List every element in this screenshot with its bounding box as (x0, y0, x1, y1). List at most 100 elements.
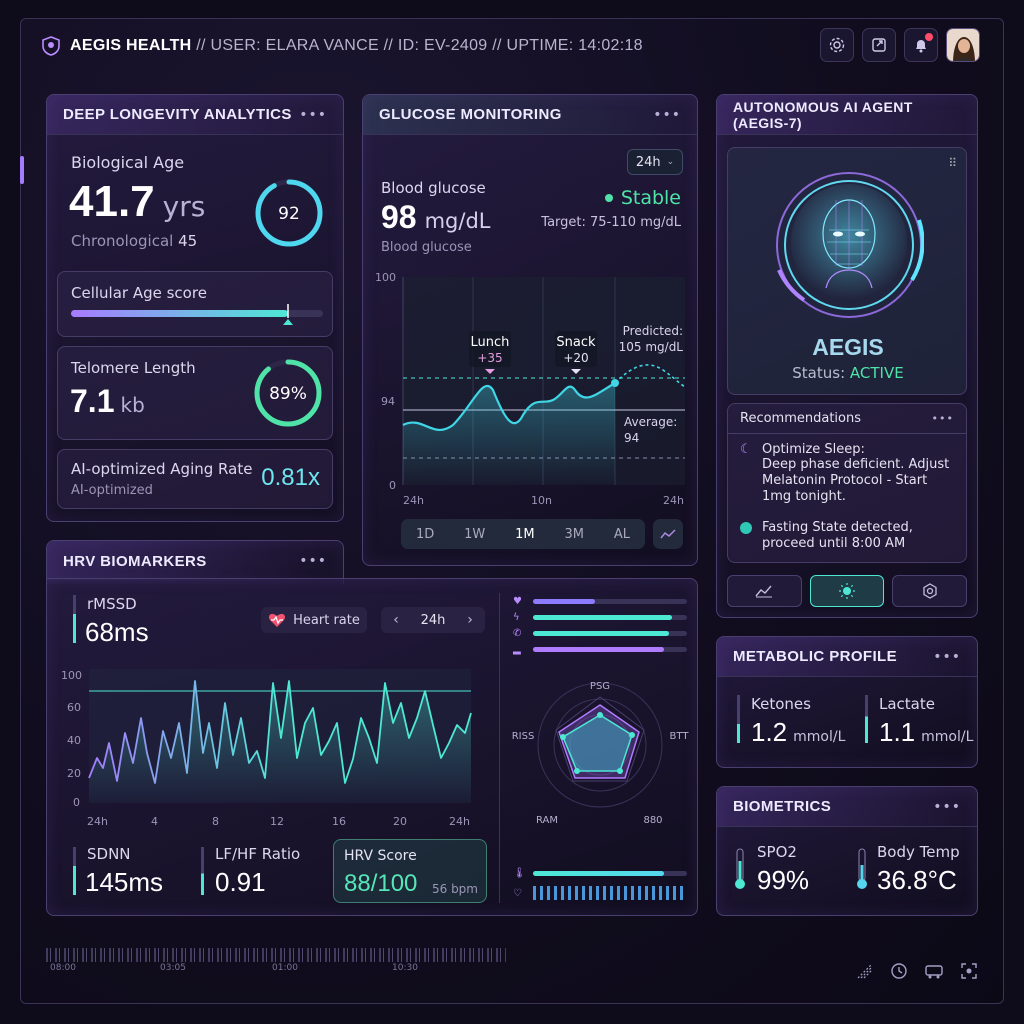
export-icon (872, 38, 886, 52)
spo2-value: 99% (757, 865, 810, 895)
clock-icon[interactable] (890, 962, 908, 980)
hrv-divider (499, 593, 500, 903)
recommendation-item[interactable]: ☾ Optimize Sleep: Deep phase deficient. … (740, 442, 960, 505)
glucose-range-select[interactable]: 24h ⌄ (627, 149, 683, 175)
metric-bar-row: ▂ (513, 641, 687, 657)
agent-settings-button[interactable] (892, 575, 968, 607)
settings-button[interactable] (820, 28, 854, 62)
glucose-y-tick: 100 (375, 271, 396, 284)
brand-name: AEGIS HEALTH (70, 37, 192, 54)
notification-dot (925, 33, 933, 41)
glucose-y-tick: 0 (389, 479, 396, 492)
agent-title: AUTONOMOUS AI AGENT (AEGIS-7) (733, 98, 913, 131)
telomere-card: Telomere Length 7.1 kb 89% (57, 346, 333, 440)
lfhf-value: 0.91 (215, 867, 266, 897)
trend-icon (755, 585, 773, 598)
heart-icon: ♥ (513, 595, 522, 607)
radar-point (629, 732, 635, 738)
recommendation-body: Deep phase deficient. Adjust Melatonin P… (762, 457, 950, 504)
tab-1d[interactable]: 1D (415, 526, 435, 542)
prev-range-button[interactable]: ‹ (393, 612, 399, 628)
device-icon[interactable] (924, 962, 944, 980)
telomere-label: Telomere Length (71, 359, 196, 377)
rmssd-accent (73, 595, 76, 643)
predicted-value: 105 mg/dL (619, 340, 684, 354)
bio-age-value-row: 41.7 yrs (69, 177, 205, 227)
hrv-header: HRV BIOMARKERS ••• (47, 541, 343, 581)
radar-point (617, 768, 623, 774)
notifications-button[interactable] (904, 28, 938, 62)
tab-1w[interactable]: 1W (464, 526, 486, 542)
hrv-panel: rMSSD 68ms Heart rate ‹ 24h › 100 60 40 … (46, 578, 698, 916)
focus-icon[interactable] (960, 962, 978, 980)
glucose-x-tick: 10n (531, 494, 552, 507)
chart-view-button[interactable] (653, 519, 683, 549)
ketones-value-row: 1.2 mmol/L (751, 717, 845, 748)
recommendations-more-button[interactable]: ••• (931, 412, 954, 425)
bell-icon (916, 40, 926, 53)
agent-trends-button[interactable] (727, 575, 802, 607)
aging-rate-sub: AI-optimized (71, 483, 153, 498)
moon-icon: ☾ (740, 442, 752, 457)
ketones-label: Ketones (751, 695, 811, 713)
hrv-x-tick: 8 (212, 815, 219, 828)
aging-rate-card: AI-optimized Aging Rate AI-optimized 0.8… (57, 449, 333, 509)
tab-3m[interactable]: 3M (564, 526, 585, 542)
metric-bar-track (533, 598, 687, 604)
hrv-title: HRV BIOMARKERS (63, 552, 207, 570)
metric-bar-fill (533, 598, 595, 604)
export-button[interactable] (862, 28, 896, 62)
phone-icon: ✆ (513, 627, 522, 639)
agent-insights-button[interactable] (809, 575, 885, 607)
recommendations-title: Recommendations (740, 411, 862, 426)
biometrics-header: BIOMETRICS ••• (717, 787, 977, 827)
metabolic-panel: METABOLIC PROFILE ••• Ketones 1.2 mmol/L… (716, 636, 978, 768)
metric-bar-row: ✆ (513, 625, 687, 641)
metabolic-more-button[interactable]: ••• (933, 648, 961, 665)
lactate-unit: mmol/L (921, 729, 974, 745)
glucose-more-button[interactable]: ••• (653, 106, 681, 123)
recommendation-head: Optimize Sleep: (762, 442, 865, 457)
timeline-scrubber[interactable] (46, 948, 506, 962)
glucose-chart: 100 94 0 24h 10n 24h Lunch +35 Snack +20… (375, 271, 686, 507)
aging-rate-value: 0.81x (261, 464, 320, 491)
telomere-unit: kb (120, 393, 145, 417)
radar-series-purple (558, 704, 640, 779)
recommendation-item[interactable]: Fasting State detected, proceed until 8:… (740, 520, 960, 552)
longevity-more-button[interactable]: ••• (299, 106, 327, 123)
snack-delta: +20 (563, 351, 588, 365)
metric-bar-row: ϟ (513, 609, 687, 625)
telomere-pct: 89% (269, 384, 307, 404)
hrv-score-sub: 56 bpm (431, 882, 478, 896)
meter-row: ♡ (513, 883, 687, 903)
metric-bar-row: ♥ (513, 593, 687, 609)
agent-drag-handle-icon[interactable]: ⠿ (948, 156, 957, 170)
metabolic-title: METABOLIC PROFILE (733, 648, 898, 665)
metric-bar-track (533, 630, 687, 636)
tab-1m[interactable]: 1M (515, 526, 535, 542)
line-chart-icon (660, 529, 676, 539)
hrv-y-tick: 100 (61, 669, 82, 682)
heart-rate-button[interactable]: Heart rate (261, 607, 367, 633)
tab-al[interactable]: AL (613, 526, 631, 542)
longevity-header: DEEP LONGEVITY ANALYTICS ••• (47, 95, 343, 135)
avatar[interactable] (946, 28, 980, 62)
lunch-label: Lunch (471, 335, 510, 350)
telomere-value-row: 7.1 kb (70, 383, 145, 420)
chronological-value: 45 (178, 232, 198, 250)
heart-pulse-icon (269, 613, 286, 627)
signal-grid-icon[interactable] (856, 962, 874, 980)
hrv-y-tick: 40 (67, 734, 81, 747)
hrv-more-button[interactable]: ••• (299, 553, 327, 569)
hrv-y-tick: 20 (67, 767, 81, 780)
glucose-range-value: 24h (635, 154, 661, 170)
next-range-button[interactable]: › (467, 612, 473, 628)
average-value: 94 (624, 431, 639, 445)
chronological-row: Chronological 45 (71, 232, 197, 250)
glucose-line (402, 382, 616, 431)
glucose-unit: mg/dL (424, 209, 491, 233)
average-label: Average: (624, 415, 677, 429)
gear-icon (829, 37, 845, 53)
glucose-area (403, 383, 615, 485)
biometrics-more-button[interactable]: ••• (933, 798, 961, 815)
